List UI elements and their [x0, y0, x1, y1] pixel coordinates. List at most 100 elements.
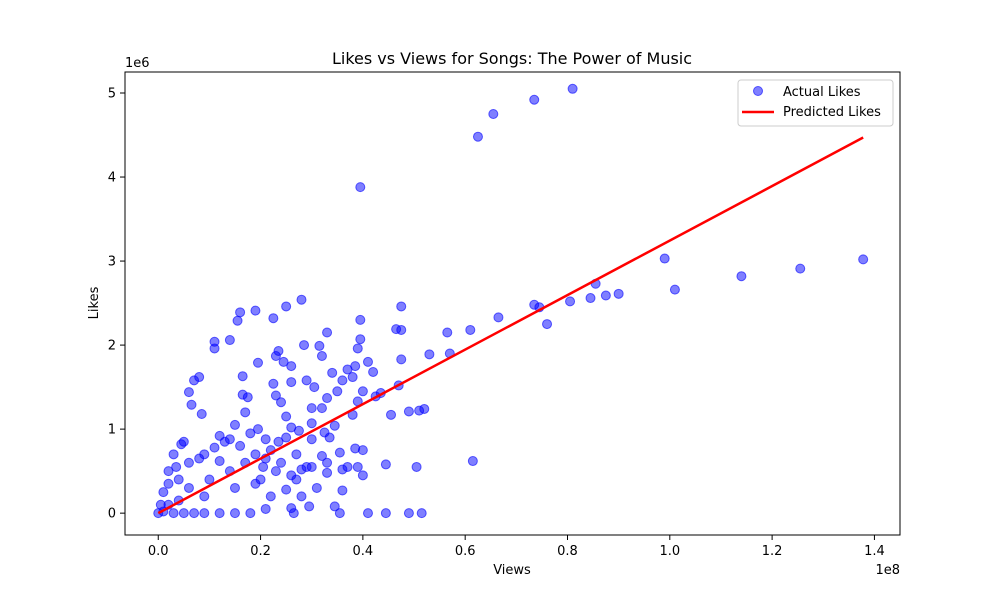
x-tick-label-4: 0.8	[557, 544, 578, 559]
data-point-134	[163, 478, 174, 489]
data-point-64	[235, 307, 246, 318]
data-point-9	[669, 284, 680, 295]
data-point-59	[299, 340, 310, 351]
data-point-135	[163, 466, 174, 477]
data-point-23	[467, 456, 478, 467]
data-point-52	[337, 375, 348, 386]
x-tick-label-2: 0.4	[353, 544, 374, 559]
data-point-165	[250, 449, 261, 460]
data-point-136	[158, 487, 169, 498]
data-point-161	[199, 449, 210, 460]
data-point-131	[178, 436, 189, 447]
data-point-87	[322, 393, 333, 404]
data-point-132	[168, 449, 179, 460]
y-tick-label-5: 5	[108, 87, 116, 102]
data-point-170	[296, 491, 307, 502]
data-point-6	[659, 253, 670, 264]
data-point-145	[229, 508, 240, 519]
data-point-39	[386, 409, 397, 420]
x-tick-label-3: 0.6	[455, 544, 476, 559]
data-point-37	[396, 354, 407, 365]
data-point-51	[357, 386, 368, 397]
data-point-99	[311, 482, 322, 493]
data-point-8	[736, 271, 747, 282]
data-point-115	[270, 390, 281, 401]
data-point-142	[189, 508, 200, 519]
data-point-44	[355, 314, 366, 325]
data-point-80	[253, 357, 263, 368]
chart-title: Likes vs Views for Songs: The Power of M…	[332, 49, 692, 68]
data-point-126	[260, 434, 271, 445]
data-point-28	[380, 459, 391, 470]
data-point-73	[196, 409, 207, 419]
data-point-31	[403, 508, 414, 519]
data-point-98	[316, 451, 327, 462]
x-tick-label-7: 1.4	[864, 544, 885, 559]
data-point-95	[329, 501, 340, 512]
legend-marker-actual-likes	[753, 86, 763, 96]
data-point-71	[183, 387, 194, 398]
data-point-141	[178, 508, 189, 519]
data-point-146	[245, 508, 256, 519]
data-point-168	[281, 432, 292, 443]
data-point-147	[260, 503, 271, 514]
data-point-154	[229, 482, 240, 493]
data-point-26	[403, 406, 414, 417]
data-point-172	[322, 457, 333, 468]
data-point-140	[168, 508, 179, 519]
data-point-150	[214, 456, 225, 467]
data-point-121	[245, 428, 256, 439]
data-point-81	[268, 378, 279, 389]
data-point-86	[329, 420, 340, 431]
data-point-133	[171, 461, 182, 472]
y-axis: 0 1 2 3 4 5	[108, 87, 125, 522]
data-point-79	[278, 356, 289, 367]
data-point-3	[472, 131, 483, 142]
y-tick-label-2: 2	[108, 339, 116, 354]
data-point-102	[281, 484, 292, 495]
x-tick-label-6: 1.2	[762, 544, 783, 559]
data-point-65	[232, 315, 243, 326]
data-point-152	[183, 482, 194, 493]
data-point-48	[342, 364, 353, 375]
data-point-85	[332, 386, 343, 397]
data-point-149	[204, 474, 215, 485]
data-point-164	[235, 440, 246, 451]
plot-area-frame	[124, 71, 901, 536]
data-point-56	[314, 340, 325, 351]
data-point-66	[224, 335, 235, 346]
x-axis-label: Views	[493, 563, 531, 578]
data-point-18	[493, 312, 504, 323]
data-point-83	[237, 389, 248, 400]
legend-label-predicted-likes: Predicted Likes	[783, 105, 881, 120]
data-point-53	[327, 367, 338, 378]
y-tick-label-1: 1	[108, 423, 116, 438]
data-point-96	[337, 485, 348, 496]
data-point-70	[189, 375, 200, 386]
data-point-43	[362, 356, 373, 367]
data-point-97	[322, 467, 333, 478]
y-tick-label-4: 4	[108, 171, 116, 186]
data-point-22	[424, 349, 435, 360]
data-point-128	[276, 457, 287, 468]
data-point-14	[565, 296, 576, 307]
data-point-30	[380, 508, 391, 519]
data-point-110	[324, 432, 335, 443]
data-point-92	[357, 470, 368, 481]
y-axis-label: Likes	[87, 286, 102, 319]
data-point-72	[186, 399, 197, 410]
data-point-158	[265, 491, 276, 502]
x-tick-label-1: 0.2	[250, 544, 271, 559]
x-axis: 0.0 0.2 0.4 0.6 0.8 1.0 1.2 1.4	[148, 535, 885, 559]
data-point-169	[291, 474, 302, 485]
data-point-159	[209, 442, 220, 453]
data-point-91	[352, 461, 363, 472]
data-point-125	[253, 424, 263, 435]
data-point-17	[542, 319, 553, 330]
x-tick-label-5: 1.0	[659, 544, 680, 559]
data-point-60	[296, 294, 307, 305]
data-point-25	[414, 405, 425, 416]
data-point-76	[273, 345, 284, 356]
data-point-33	[334, 508, 345, 519]
